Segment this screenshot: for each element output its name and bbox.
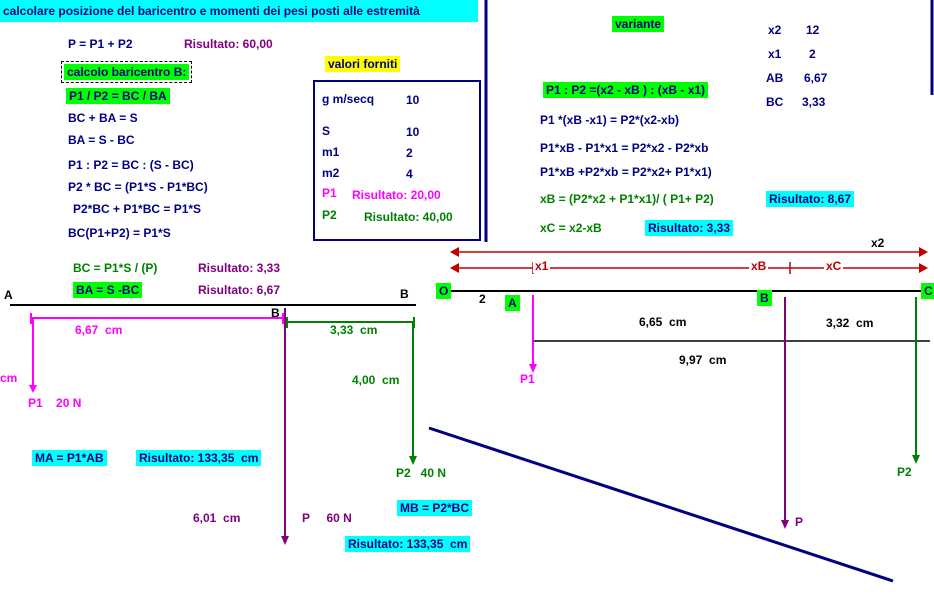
- left-dim-p: 6,01 cm: [193, 511, 241, 525]
- dim-x2-left-arrow-icon: [450, 247, 459, 257]
- formula-ma: MA = P1*AB: [32, 450, 107, 466]
- variant-formula-xb: xB = (P2*x2 + P1*x1)/ ( P1+ P2): [540, 192, 714, 206]
- right-dim2: 3,32 cm: [826, 316, 874, 330]
- dim-x1-left-arrow-icon: [450, 263, 459, 273]
- param-ab: 6,67: [804, 71, 828, 85]
- param-label-x1: x1: [768, 47, 782, 61]
- value-s: 10: [406, 125, 420, 139]
- value-label-m2: m2: [322, 166, 340, 180]
- left-dim-ab: 6,67 cm: [75, 323, 123, 337]
- p-right-arrowhead-icon: [781, 520, 789, 529]
- formula-step4: P2 * BC = (P1*S - P1*BC): [68, 180, 208, 194]
- left-cm-edge: cm: [0, 371, 18, 385]
- result-ba: Risultato: 6,67: [198, 283, 281, 297]
- page-title: calcolare posizione del baricentro e mom…: [0, 0, 478, 22]
- param-label-bc: BC: [766, 95, 784, 109]
- right-dim-xc-label: xC: [824, 259, 844, 273]
- formula-step5: P2*BC + P1*BC = P1*S: [73, 202, 202, 216]
- value-m2: 4: [406, 167, 413, 181]
- param-label-x2: x2: [768, 23, 782, 37]
- p2-arrowhead-icon: [409, 456, 417, 465]
- values-box: [313, 80, 481, 241]
- right-dim1: 6,65 cm: [639, 315, 687, 329]
- p2-right-arrowhead-icon: [912, 455, 920, 464]
- variant-ratio: P1 : P2 =(x2 - xB ) : (xB - x1): [543, 82, 709, 98]
- variant-step3: P1*xB +P2*xb = P2*x2+ P1*x1): [540, 165, 712, 179]
- result-p2: Risultato: 40,00: [364, 210, 453, 224]
- dim-x2-right-arrow-icon: [919, 247, 928, 257]
- param-x1: 2: [809, 47, 816, 61]
- section-header-baricentro: calcolo baricentro B:: [60, 61, 193, 83]
- values-box-header: valori forniti: [325, 56, 401, 72]
- right-point-o: O: [436, 283, 452, 299]
- right-dim-xb-label: xB: [749, 259, 769, 273]
- formula-step6: BC(P1+P2) = P1*S: [68, 226, 171, 240]
- p-arrowhead-icon: [281, 536, 289, 545]
- right-point-a: A: [505, 295, 520, 311]
- result-p-sum: Risultato: 60,00: [184, 37, 273, 51]
- formula-ratio: P1 / P2 = BC / BA: [66, 88, 170, 104]
- right-point-c: C: [921, 283, 934, 299]
- variant-step1: P1 *(xB -x1) = P2*(x2-xb): [540, 113, 680, 127]
- result-bc: Risultato: 3,33: [198, 261, 281, 275]
- param-label-ab: AB: [766, 71, 784, 85]
- value-g: 10: [406, 93, 420, 107]
- right-p-label: P: [795, 515, 804, 529]
- left-p-label: P 60 N: [302, 511, 352, 525]
- variant-formula-xc: xC = x2-xB: [540, 221, 602, 235]
- variant-header: variante: [612, 16, 665, 32]
- formula-step1: BC + BA = S: [68, 111, 138, 125]
- p1-arrowhead-icon: [29, 385, 37, 393]
- value-label-g: g m/secq: [322, 92, 375, 106]
- value-label-m1: m1: [322, 145, 340, 159]
- formula-bc: BC = P1*S / (P): [73, 261, 158, 275]
- value-m1: 2: [406, 146, 413, 160]
- formula-ba: BA = S -BC: [73, 282, 143, 298]
- page-title-text: calcolare posizione del baricentro e mom…: [3, 4, 420, 18]
- left-p2-label: P2 40 N: [396, 466, 447, 480]
- right-value-two: 2: [479, 292, 486, 306]
- right-dim-x1-label: x1: [533, 259, 551, 273]
- formula-mb: MB = P2*BC: [397, 500, 473, 516]
- right-p2-label: P2: [897, 465, 912, 479]
- left-p1-label: P1 20 N: [28, 396, 82, 410]
- left-point-a: A: [4, 288, 13, 302]
- diagonal-lever-line: [428, 426, 894, 583]
- formula-step2: BA = S - BC: [68, 133, 135, 147]
- variant-step2: P1*xB - P1*x1 = P2*x2 - P2*xb: [540, 141, 709, 155]
- result-mb: Risultato: 133,35 cm: [345, 536, 471, 552]
- formula-p-sum: P = P1 + P2: [68, 37, 133, 51]
- formula-step3: P1 : P2 = BC : (S - BC): [68, 158, 194, 172]
- left-point-b-top: B: [400, 287, 409, 301]
- param-bc: 3,33: [802, 95, 826, 109]
- dim-xc-right-arrow-icon: [919, 263, 928, 273]
- right-dim-x2-label: x2: [871, 236, 885, 250]
- value-label-p2: P2: [322, 208, 337, 222]
- left-dim-bc: 3,33 cm: [330, 323, 378, 337]
- result-p1: Risultato: 20,00: [352, 188, 441, 202]
- param-x2: 12: [806, 23, 820, 37]
- result-ma: Risultato: 133,35 cm: [136, 450, 262, 466]
- variant-result-xc: Risultato: 3,33: [645, 220, 734, 236]
- left-point-b: B: [271, 306, 280, 320]
- value-label-p1: P1: [322, 186, 337, 200]
- value-label-s: S: [322, 124, 331, 138]
- variant-result-xb: Risultato: 8,67: [766, 191, 855, 207]
- left-dim-p2: 4,00 cm: [352, 373, 400, 387]
- right-dim3: 9,97 cm: [679, 353, 727, 367]
- right-point-b: B: [757, 290, 772, 306]
- right-p1-label: P1: [520, 372, 535, 386]
